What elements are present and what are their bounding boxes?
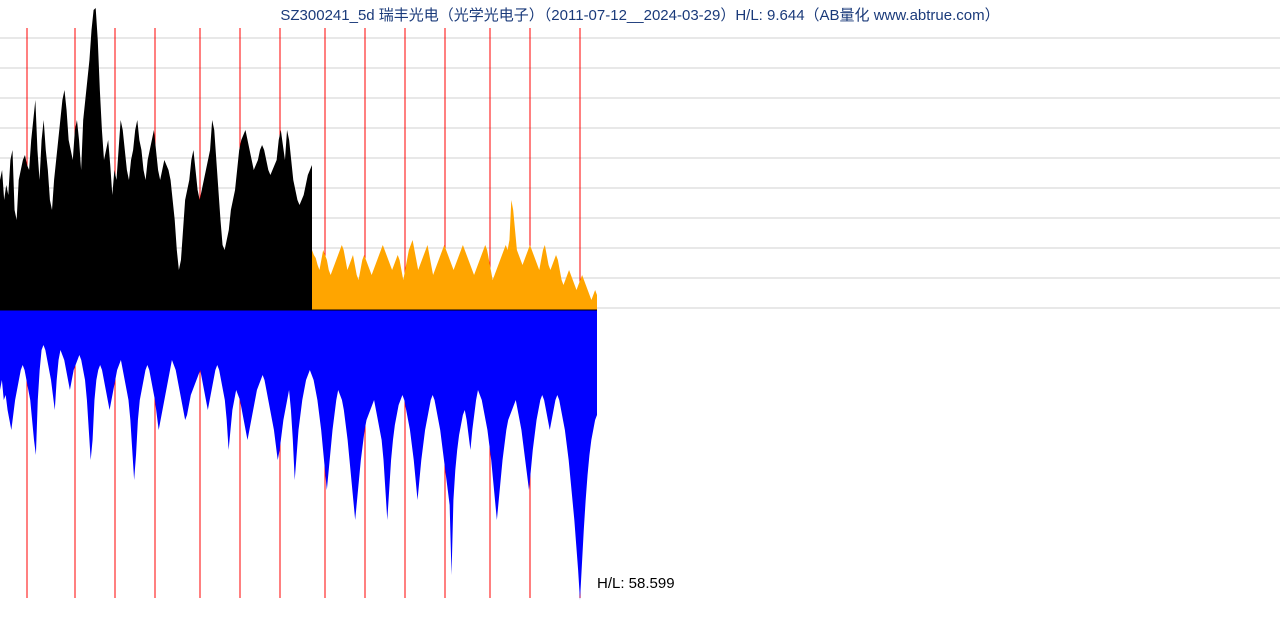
chart-title: SZ300241_5d 瑞丰光电（光学光电子）（2011-07-12__2024…	[0, 4, 1280, 25]
hl-ratio-label: H/L: 58.599	[597, 575, 675, 592]
volume-chart	[0, 0, 1280, 620]
